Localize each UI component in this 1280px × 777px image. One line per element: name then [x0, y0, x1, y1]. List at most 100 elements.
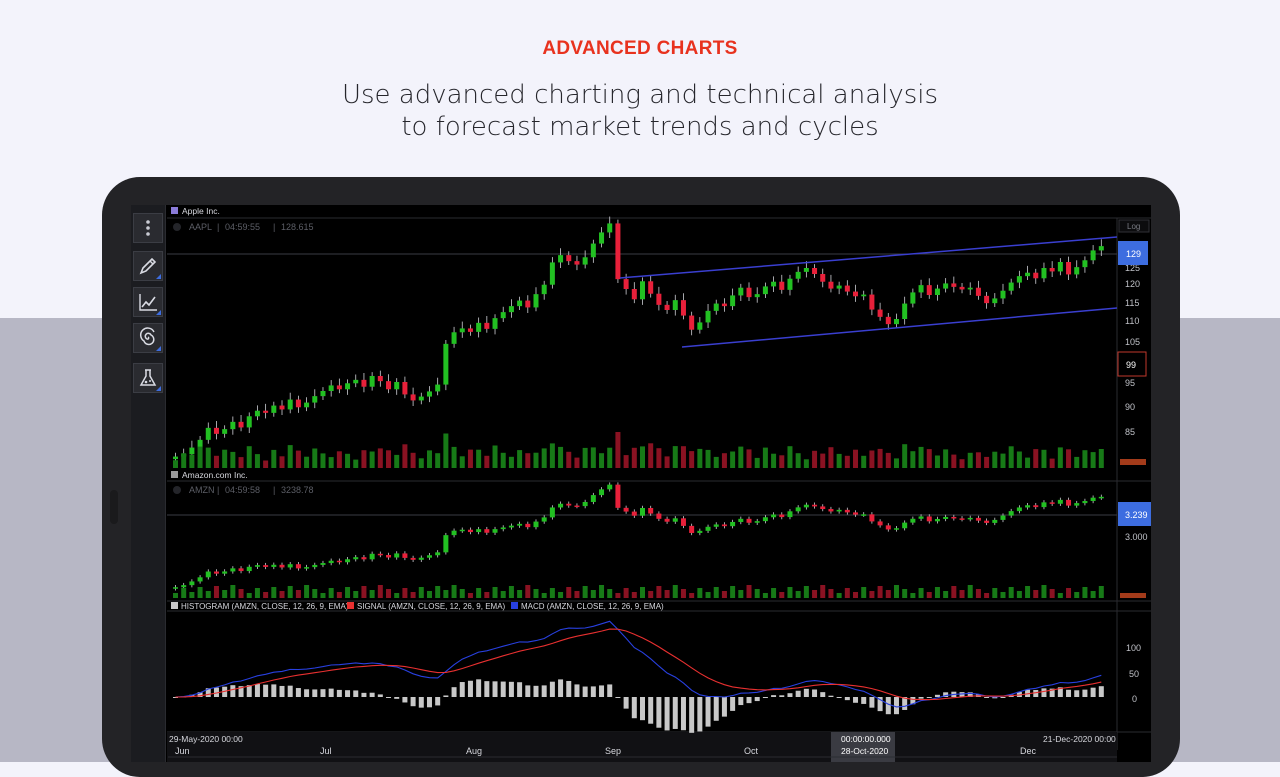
aapl-volume-bar [918, 446, 924, 468]
amzn-candle [623, 507, 629, 512]
aapl-candle [426, 391, 432, 397]
macd-histogram-bar [525, 685, 531, 697]
macd-histogram-bar [877, 697, 883, 712]
amzn-candle [697, 530, 703, 533]
amzn-candle [910, 518, 916, 523]
aapl-candle [943, 283, 949, 289]
amzn-candle [443, 535, 449, 553]
aapl-candle [205, 427, 211, 440]
amzn-candle [533, 521, 539, 528]
chart-canvas[interactable]: Apple Inc. AAPL | 04:59:55 | 128.615 Log… [167, 205, 1151, 762]
amzn-volume-bar [500, 591, 506, 598]
aapl-candle [541, 284, 547, 295]
amzn-candle [943, 516, 949, 519]
aapl-candle [599, 232, 605, 244]
amzn-symbol: AMZN [189, 485, 215, 495]
amzn-volume-bar [1016, 591, 1022, 598]
aapl-volume-bar [443, 433, 449, 468]
macd-histogram-bar [779, 695, 785, 697]
aapl-volume-bar [1000, 453, 1006, 468]
draw-tool-button[interactable] [133, 251, 163, 281]
aapl-candle [484, 322, 490, 329]
aapl-price-badge [1118, 241, 1148, 265]
month-label: Jul [320, 746, 332, 756]
aapl-volume-bar [738, 446, 744, 468]
aapl-candle [500, 312, 506, 319]
aapl-candle [320, 391, 326, 397]
amzn-candle [779, 514, 785, 518]
aapl-volume-bar [1074, 456, 1080, 468]
aapl-candle [746, 287, 752, 298]
amzn-candle [984, 520, 990, 523]
amzn-volume-bar [263, 592, 269, 598]
aapl-volume-bar [558, 446, 564, 468]
aapl-volume-bar [189, 454, 195, 468]
amzn-volume-bar [1098, 586, 1104, 598]
macd-histogram-bar [1049, 688, 1055, 697]
amzn-volume-bar [648, 591, 654, 598]
amzn-volume-bar [680, 589, 686, 598]
plot-layer [173, 216, 1118, 733]
amzn-candle [820, 506, 826, 510]
aapl-volume-bar [173, 460, 178, 468]
aapl-candle [754, 294, 760, 298]
macd-histogram-bar [386, 697, 392, 698]
aapl-volume-bar [934, 455, 940, 468]
aapl-volume-bar [394, 454, 400, 468]
indicator-button[interactable] [133, 287, 163, 317]
amzn-volume-bar [222, 590, 228, 598]
amzn-tick: 3.000 [1125, 532, 1148, 542]
amzn-volume-bar [713, 587, 719, 598]
amzn-candle [574, 505, 580, 508]
aapl-volume-bar [1025, 457, 1031, 468]
amzn-candle [664, 518, 670, 522]
amzn-volume-bar [213, 586, 219, 598]
log-scale-toggle[interactable] [1118, 219, 1150, 233]
macd-histogram-bar [402, 697, 408, 703]
amzn-volume-bar [738, 590, 744, 598]
aapl-volume-bar [975, 452, 981, 468]
spiral-icon [139, 327, 155, 346]
aapl-volume-bar [590, 447, 596, 468]
amzn-volume-bar [517, 590, 523, 598]
aapl-tick: 95 [1125, 378, 1135, 388]
fibonacci-button[interactable] [133, 323, 163, 353]
studies-button[interactable] [133, 363, 163, 393]
macd-histogram-bar [926, 697, 932, 698]
macd-histogram-bar [689, 697, 695, 733]
macd-histogram-bar [705, 697, 711, 727]
amzn-candle [992, 519, 998, 523]
aapl-candle [279, 405, 285, 410]
amzn-candle [582, 501, 588, 507]
amzn-candle [836, 509, 842, 512]
amzn-candle [525, 523, 531, 528]
amzn-volume-bar [1082, 587, 1088, 598]
tablet-side-button [110, 490, 118, 524]
aapl-volume-bar [607, 447, 613, 468]
aapl-volume-bar [664, 456, 670, 468]
macd-histogram-bar [467, 680, 473, 697]
aapl-separator: | [273, 222, 275, 232]
more-button[interactable] [133, 213, 163, 243]
aapl-volume-bar [861, 455, 867, 468]
aapl-candle [1008, 282, 1014, 291]
aapl-tick: 105 [1125, 337, 1140, 347]
aapl-candle [689, 315, 695, 330]
macd-histogram-bar [1074, 690, 1080, 697]
macd-histogram-bar [369, 692, 375, 697]
aapl-volume-bar [779, 455, 785, 468]
amzn-volume-bar [697, 588, 703, 598]
macd-histogram-bar [1090, 687, 1096, 697]
aapl-volume-bar [869, 450, 875, 468]
aapl-volume-bar [951, 454, 957, 468]
macd-histogram-bar [459, 682, 465, 697]
amzn-candle [631, 511, 637, 516]
aapl-tick: 120 [1125, 279, 1140, 289]
macd-histogram-bar [934, 694, 940, 697]
amzn-candle [517, 523, 523, 526]
amzn-volume-bar [590, 590, 596, 598]
macd-histogram-bar [410, 697, 416, 707]
aapl-volume-bar [295, 450, 301, 468]
aapl-volume-bar [181, 453, 187, 468]
aapl-tick: 125 [1125, 263, 1140, 273]
